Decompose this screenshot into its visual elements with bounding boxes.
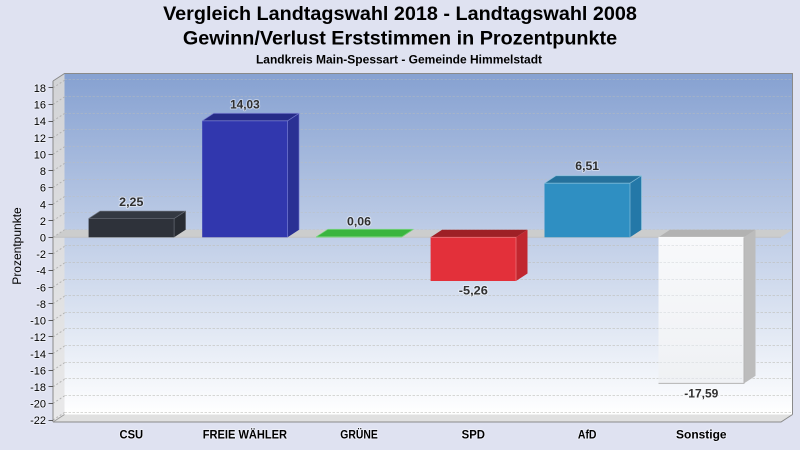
svg-text:14: 14 <box>34 116 46 128</box>
svg-text:GRÜNE: GRÜNE <box>340 426 378 441</box>
svg-text:AfD: AfD <box>578 427 597 441</box>
svg-text:Gewinn/Verlust Erststimmen in: Gewinn/Verlust Erststimmen in Prozentpun… <box>183 28 617 50</box>
svg-text:SPD: SPD <box>462 427 486 441</box>
svg-text:-22: -22 <box>30 415 46 427</box>
svg-text:-2: -2 <box>36 249 46 261</box>
svg-text:Sonstige: Sonstige <box>676 427 727 441</box>
svg-text:6: 6 <box>40 183 46 195</box>
svg-text:16: 16 <box>34 100 46 112</box>
svg-text:18: 18 <box>34 83 46 95</box>
svg-text:-17,59: -17,59 <box>684 386 718 400</box>
svg-text:4: 4 <box>40 199 46 211</box>
svg-text:-16: -16 <box>30 365 46 377</box>
svg-text:CSU: CSU <box>120 427 144 441</box>
svg-text:Vergleich Landtagswahl 2018 -: Vergleich Landtagswahl 2018 - Landtagswa… <box>163 3 637 25</box>
svg-text:8: 8 <box>40 166 46 178</box>
svg-text:10: 10 <box>34 149 46 161</box>
svg-text:0,06: 0,06 <box>347 215 371 229</box>
svg-text:-5,26: -5,26 <box>459 284 488 298</box>
svg-text:2: 2 <box>40 216 46 228</box>
svg-text:2,25: 2,25 <box>119 195 144 209</box>
svg-text:-12: -12 <box>30 332 46 344</box>
svg-text:12: 12 <box>34 133 46 145</box>
svg-text:-10: -10 <box>30 316 46 328</box>
svg-text:-4: -4 <box>36 266 46 278</box>
svg-text:-20: -20 <box>30 399 46 411</box>
svg-text:6,51: 6,51 <box>575 159 599 173</box>
svg-text:-14: -14 <box>30 349 46 361</box>
svg-text:Landkreis Main-Spessart - Geme: Landkreis Main-Spessart - Gemeinde Himme… <box>256 52 542 66</box>
svg-text:0: 0 <box>40 233 46 245</box>
svg-text:Prozentpunkte: Prozentpunkte <box>10 207 24 285</box>
svg-text:-8: -8 <box>36 299 46 311</box>
svg-text:-6: -6 <box>36 282 46 294</box>
svg-text:-18: -18 <box>30 382 46 394</box>
svg-text:14,03: 14,03 <box>230 97 260 111</box>
svg-text:FREIE WÄHLER: FREIE WÄHLER <box>203 426 288 441</box>
